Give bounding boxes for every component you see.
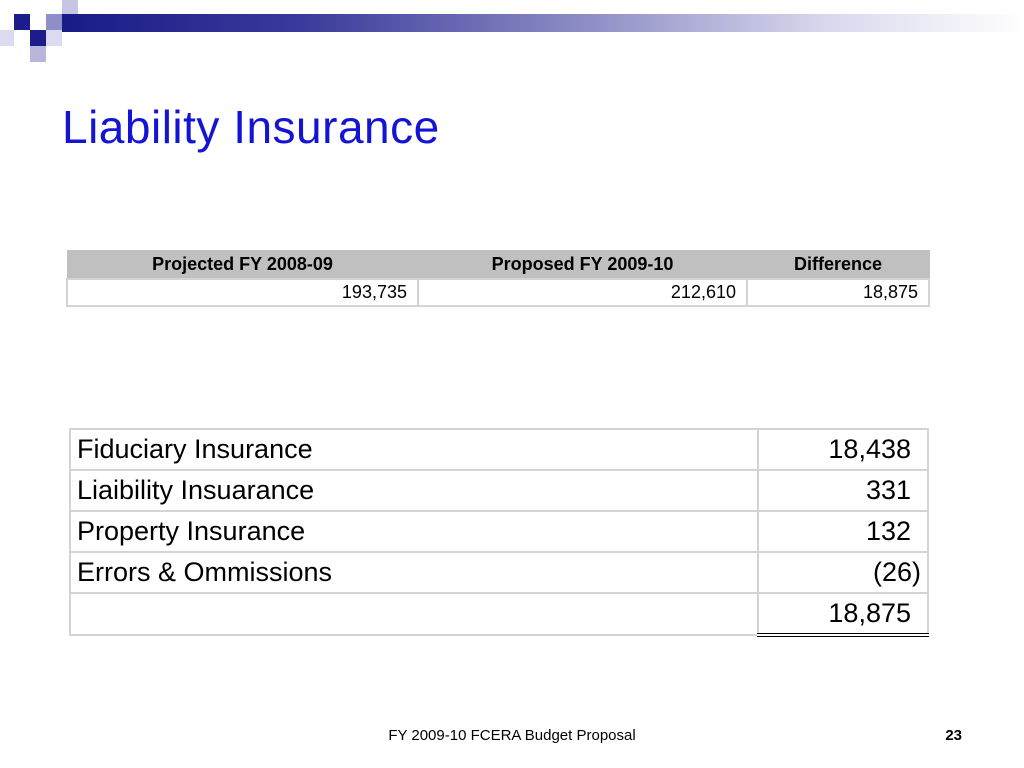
row-label: Fiduciary Insurance — [69, 428, 759, 471]
header-projected: Projected FY 2008-09 — [66, 250, 419, 280]
page-number: 23 — [945, 727, 962, 744]
decorative-square — [46, 30, 62, 46]
total-label — [69, 592, 759, 636]
header-gradient-bar — [62, 14, 1024, 32]
header-proposed: Proposed FY 2009-10 — [417, 250, 748, 280]
row-label: Property Insurance — [69, 510, 759, 553]
row-value: 132 — [757, 510, 929, 553]
table-row: Liaibility Insuarance 331 — [69, 469, 929, 512]
row-value: 331 — [757, 469, 929, 512]
summary-data-row: 193,735 212,610 18,875 — [66, 278, 930, 307]
row-label: Liaibility Insuarance — [69, 469, 759, 512]
slide-title: Liability Insurance — [62, 101, 440, 153]
decorative-square — [30, 30, 46, 46]
decorative-square — [30, 46, 46, 62]
difference-value: 18,875 — [746, 278, 930, 307]
table-row: Errors & Ommissions (26) — [69, 551, 929, 594]
summary-header-row: Projected FY 2008-09 Proposed FY 2009-10… — [66, 250, 930, 280]
table-row: Fiduciary Insurance 18,438 — [69, 428, 929, 471]
table-row: Property Insurance 132 — [69, 510, 929, 553]
row-value: 18,438 — [757, 428, 929, 471]
summary-table: Projected FY 2008-09 Proposed FY 2009-10… — [66, 250, 930, 307]
decorative-square — [0, 30, 14, 46]
detail-table: Fiduciary Insurance 18,438 Liaibility In… — [69, 428, 929, 637]
total-row: 18,875 — [69, 592, 929, 637]
total-value: 18,875 — [757, 592, 929, 637]
row-value: (26) — [757, 551, 929, 594]
decorative-square — [62, 0, 78, 14]
row-label: Errors & Ommissions — [69, 551, 759, 594]
decorative-square — [46, 14, 62, 30]
decorative-square — [14, 14, 30, 30]
proposed-value: 212,610 — [417, 278, 748, 307]
header-difference: Difference — [746, 250, 930, 280]
projected-value: 193,735 — [66, 278, 419, 307]
slide-footer: FY 2009-10 FCERA Budget Proposal — [388, 727, 636, 744]
